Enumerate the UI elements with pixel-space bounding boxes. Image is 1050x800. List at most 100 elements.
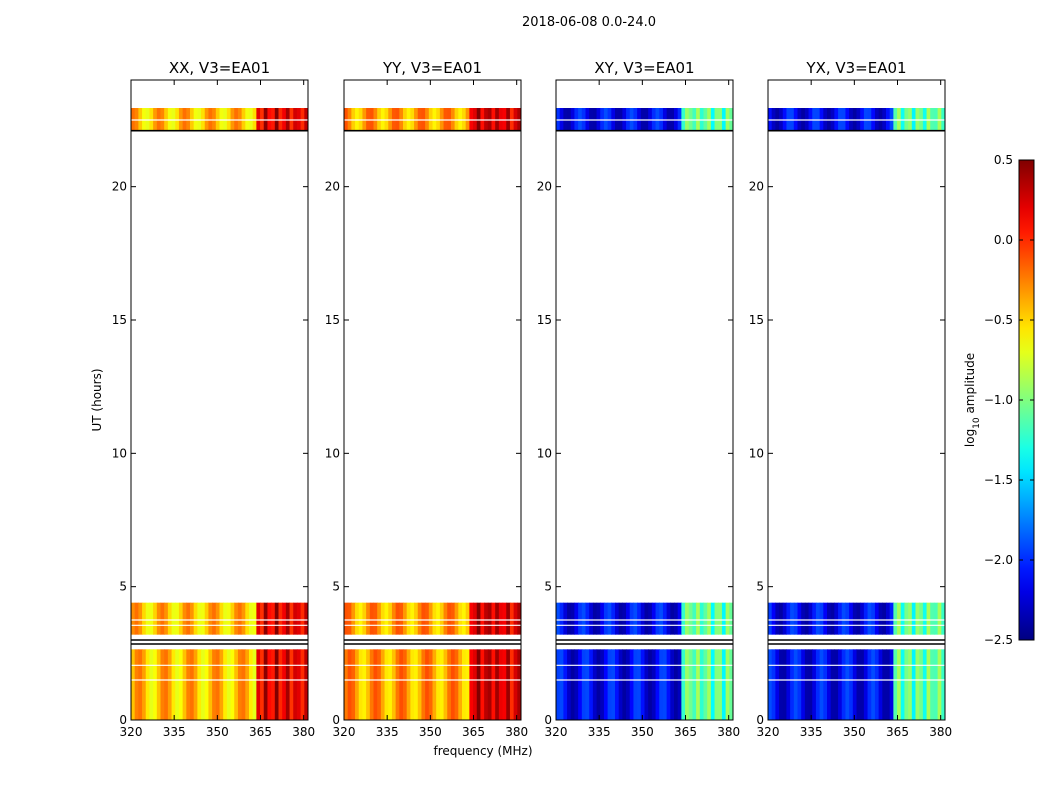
heatmap-cell [285,649,291,720]
heatmap-cell [131,602,136,635]
heatmap-cell [640,108,646,131]
heatmap-cell [428,649,434,720]
heatmap-cell [556,108,561,131]
heatmap-cell [131,108,136,131]
heatmap-cell [245,649,250,720]
heatmap-cell [827,649,832,720]
heatmap-cell [860,602,865,635]
heatmap-cell [410,602,415,635]
heatmap-cell [212,108,217,131]
heatmap-cell [282,108,287,131]
heatmap-cell [358,108,364,131]
heatmap-cell [889,108,894,131]
y-tick-label: 20 [749,180,764,194]
heatmap-cell [699,108,705,131]
heatmap-cell [793,649,799,720]
heatmap-cell [366,649,371,720]
heatmap-cell [366,602,371,635]
heatmap-cell [344,602,349,635]
y-tick-label: 20 [112,180,127,194]
x-tick-label: 380 [292,725,315,739]
heatmap-cell [208,649,213,720]
heatmap-cell [513,108,518,131]
heatmap-cell [797,108,802,131]
heatmap-cell [863,602,869,635]
heatmap-cell [226,649,232,720]
heatmap-cell [484,602,489,635]
heatmap-cell [476,108,482,131]
heatmap-cell [226,602,232,635]
heatmap-cell [886,649,891,720]
heatmap-cell [182,649,187,720]
heatmap-cell [373,108,378,131]
heatmap-cell [911,108,917,131]
heatmap-cell [175,602,180,635]
heatmap-cell [882,108,887,131]
heatmap-cell [289,108,294,131]
heatmap-cell [484,108,489,131]
colorbar: 0.5 0.0 −0.5 −1.0 −1.5 −2.0 −2.5 log10 amplitud… [963,153,1035,647]
heatmap-cell [208,602,213,635]
heatmap-cell [585,649,590,720]
heatmap-cell [578,649,583,720]
heatmap-cell [651,649,657,720]
heatmap-cell [421,108,426,131]
heatmap-cell [263,649,269,720]
heatmap-cell [234,602,239,635]
heatmap-cell [812,602,817,635]
heatmap-cell [871,602,876,635]
heatmap-cell [491,602,496,635]
heatmap-cell [175,108,180,131]
colorbar-gradient [1019,160,1034,640]
heatmap-cell [421,649,426,720]
heatmap-cell [362,108,367,131]
heatmap-cell [215,602,221,635]
heatmap-cell [812,649,817,720]
heatmap-cell [245,108,250,131]
heatmap-cell [926,602,931,635]
heatmap-cell [369,649,375,720]
heatmap-cell [377,602,382,635]
heatmap-cell [655,602,660,635]
heatmap-cell [677,108,682,131]
heatmap-cell [607,649,612,720]
heatmap-cell [473,649,478,720]
heatmap-cell [559,649,564,720]
heatmap-cell [867,602,872,635]
heatmap-cell [823,602,828,635]
heatmap-cell [589,602,594,635]
heatmap-cell [465,649,470,720]
heatmap-cell [699,649,705,720]
heatmap-cell [707,602,712,635]
heatmap-cell [871,649,876,720]
y-tick-label: 0 [332,713,340,727]
heatmap-cell [823,649,828,720]
heatmap-cell [585,602,590,635]
heatmap-cell [556,649,561,720]
y-tick-label: 0 [756,713,764,727]
heatmap-cell [615,649,620,720]
heatmap-cell [447,108,452,131]
heatmap-cell [827,602,832,635]
heatmap-cell [793,108,799,131]
heatmap-cell [201,108,206,131]
heatmap-cell [454,108,459,131]
heatmap-cell [197,602,202,635]
heatmap-cell [779,602,784,635]
heatmap-cell [718,602,723,635]
heatmap-cell [677,649,682,720]
heatmap-cell [626,108,631,131]
heatmap-cell [849,649,854,720]
heatmap-cell [193,602,198,635]
heatmap-cell [600,649,605,720]
x-tick-label: 350 [631,725,654,739]
heatmap-cell [186,649,191,720]
heatmap-cell [237,602,243,635]
panel-xx: XX, V3=EA01 320 335 350 365 380 0 5 10 15 20 UT (ho… [90,59,315,739]
heatmap-cell [819,602,824,635]
heatmap-cell [193,108,198,131]
heatmap-cell [384,602,389,635]
heatmap-cell [450,108,456,131]
figure-title: 2018-06-08 0.0-24.0 [522,15,656,30]
heatmap-cell [659,108,664,131]
